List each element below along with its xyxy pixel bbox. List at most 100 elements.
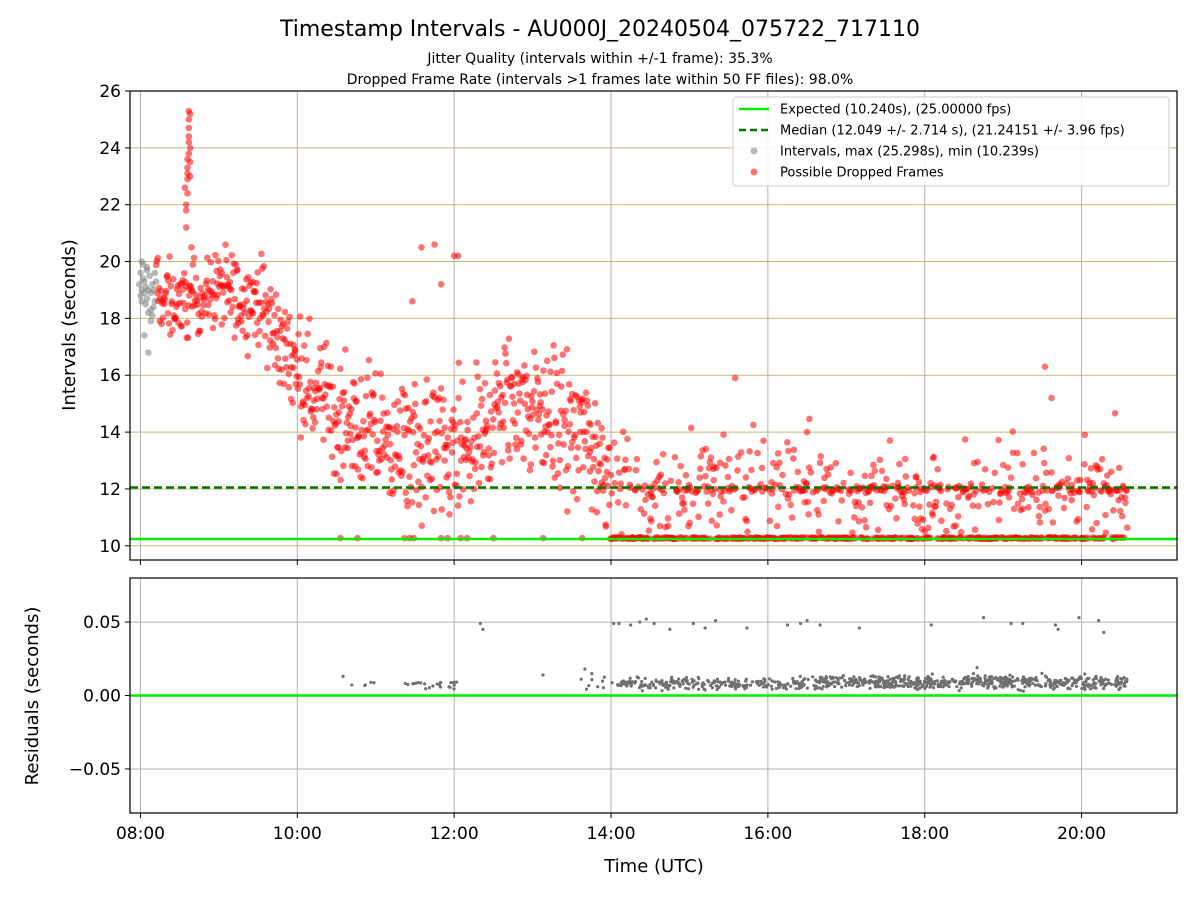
- intervals-y-tick-label: 22: [99, 196, 121, 216]
- residual-point: [587, 683, 591, 688]
- legend-dropped-label: Possible Dropped Frames: [780, 166, 944, 181]
- interval-point: [142, 300, 149, 308]
- x-tick-label: 08:00: [116, 824, 165, 844]
- residual-point: [897, 684, 901, 688]
- dropped-frame-point: [440, 396, 447, 404]
- dropped-frame-point: [403, 497, 411, 505]
- residual-point: [999, 681, 1003, 686]
- residual-point: [824, 675, 828, 679]
- residual-point: [713, 680, 717, 684]
- dropped-frame-point: [534, 378, 542, 386]
- residual-point: [875, 679, 880, 684]
- dropped-frame-point: [455, 359, 463, 367]
- dropped-frame-point: [667, 477, 675, 485]
- dropped-frame-point: [404, 404, 412, 412]
- dropped-frame-point: [622, 456, 629, 464]
- dropped-frame-point: [394, 428, 401, 436]
- dropped-frame-point: [487, 408, 495, 415]
- residual-point: [1100, 678, 1104, 682]
- residual-point: [1049, 680, 1053, 684]
- dropped-frame-point: [550, 342, 557, 349]
- dropped-frame-point: [589, 463, 597, 471]
- residual-point: [785, 682, 790, 686]
- residual-point: [1099, 682, 1103, 686]
- dropped-frame-point: [1064, 475, 1072, 482]
- residual-point: [1077, 616, 1081, 620]
- dropped-frame-point: [408, 499, 416, 506]
- dropped-frame-point: [1042, 469, 1050, 477]
- residual-point: [684, 675, 688, 680]
- residual-point: [791, 676, 795, 681]
- residual-point: [957, 689, 961, 693]
- residual-point: [363, 683, 367, 688]
- dropped-frame-point: [203, 277, 210, 284]
- dropped-frame-point: [807, 469, 815, 476]
- residual-point: [930, 679, 934, 683]
- dropped-frame-point: [289, 399, 297, 407]
- dropped-frame-point: [444, 441, 451, 449]
- residual-point: [733, 678, 737, 682]
- residual-point: [1086, 684, 1090, 688]
- residual-point: [1005, 684, 1009, 688]
- dropped-frame-point: [548, 388, 556, 395]
- dropped-frame-point: [1042, 500, 1049, 508]
- dropped-frame-point: [893, 514, 900, 522]
- intervals-y-tick-label: 12: [99, 480, 121, 500]
- dropped-frame-point: [477, 402, 485, 409]
- dropped-frame-point: [228, 286, 235, 294]
- dropped-frame-point: [564, 462, 572, 470]
- dropped-frame-point: [717, 492, 724, 500]
- residual-point: [987, 682, 991, 686]
- residual-point: [972, 676, 976, 681]
- residual-point: [644, 617, 648, 621]
- dropped-frame-point: [549, 463, 556, 470]
- dropped-frame-point: [496, 382, 504, 390]
- legend-intervals-swatch: [750, 147, 758, 155]
- dropped-frame-point: [874, 526, 882, 534]
- residual-point: [936, 683, 940, 687]
- dropped-frame-point: [1077, 476, 1084, 484]
- dropped-frame-point: [1035, 512, 1043, 520]
- residual-point: [625, 681, 629, 685]
- dropped-frame-point: [632, 466, 640, 474]
- dropped-frame-point: [221, 314, 228, 322]
- dropped-frame-point: [911, 515, 918, 523]
- residual-point: [1104, 682, 1108, 687]
- residual-point: [816, 686, 820, 690]
- dropped-frame-point: [827, 464, 835, 471]
- dropped-frame-point: [180, 299, 187, 307]
- dropped-frame-point: [311, 418, 319, 426]
- dropped-frame-point: [206, 296, 214, 303]
- dropped-frame-point: [501, 344, 508, 351]
- residual-point: [1031, 677, 1035, 681]
- dropped-frame-point: [972, 487, 980, 495]
- residual-point: [966, 674, 970, 679]
- residual-point: [877, 685, 882, 689]
- dropped-frame-point: [290, 364, 297, 372]
- dropped-frame-point: [787, 501, 795, 509]
- residual-point: [341, 674, 345, 679]
- dropped-frame-point: [806, 415, 813, 423]
- residual-point: [1094, 677, 1098, 681]
- dropped-frame-point: [344, 444, 351, 452]
- dropped-frame-point: [231, 295, 239, 303]
- dropped-frame-point: [597, 461, 605, 468]
- dropped-frame-point: [1090, 491, 1098, 499]
- residual-point: [1008, 673, 1012, 677]
- dropped-frame-point: [516, 390, 523, 397]
- residual-point: [716, 679, 720, 684]
- dropped-frame-point: [737, 449, 745, 456]
- residual-point: [691, 621, 695, 626]
- residual-point: [744, 679, 748, 683]
- residual-point: [885, 684, 889, 688]
- dropped-frame-point: [1014, 500, 1022, 508]
- dropped-frame-point: [702, 445, 710, 453]
- dropped-frame-point: [561, 416, 569, 424]
- dropped-frame-point: [660, 489, 668, 497]
- residual-point: [983, 674, 987, 678]
- residual-point: [419, 681, 423, 685]
- residual-point: [1023, 685, 1027, 689]
- dropped-frame-point: [595, 467, 602, 475]
- dropped-frame-point: [526, 466, 534, 474]
- dropped-frame-point: [570, 406, 578, 414]
